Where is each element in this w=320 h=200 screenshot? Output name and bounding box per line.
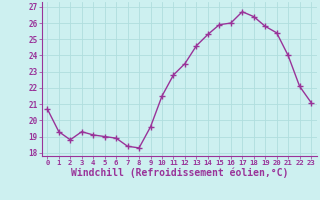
X-axis label: Windchill (Refroidissement éolien,°C): Windchill (Refroidissement éolien,°C) xyxy=(70,168,288,178)
